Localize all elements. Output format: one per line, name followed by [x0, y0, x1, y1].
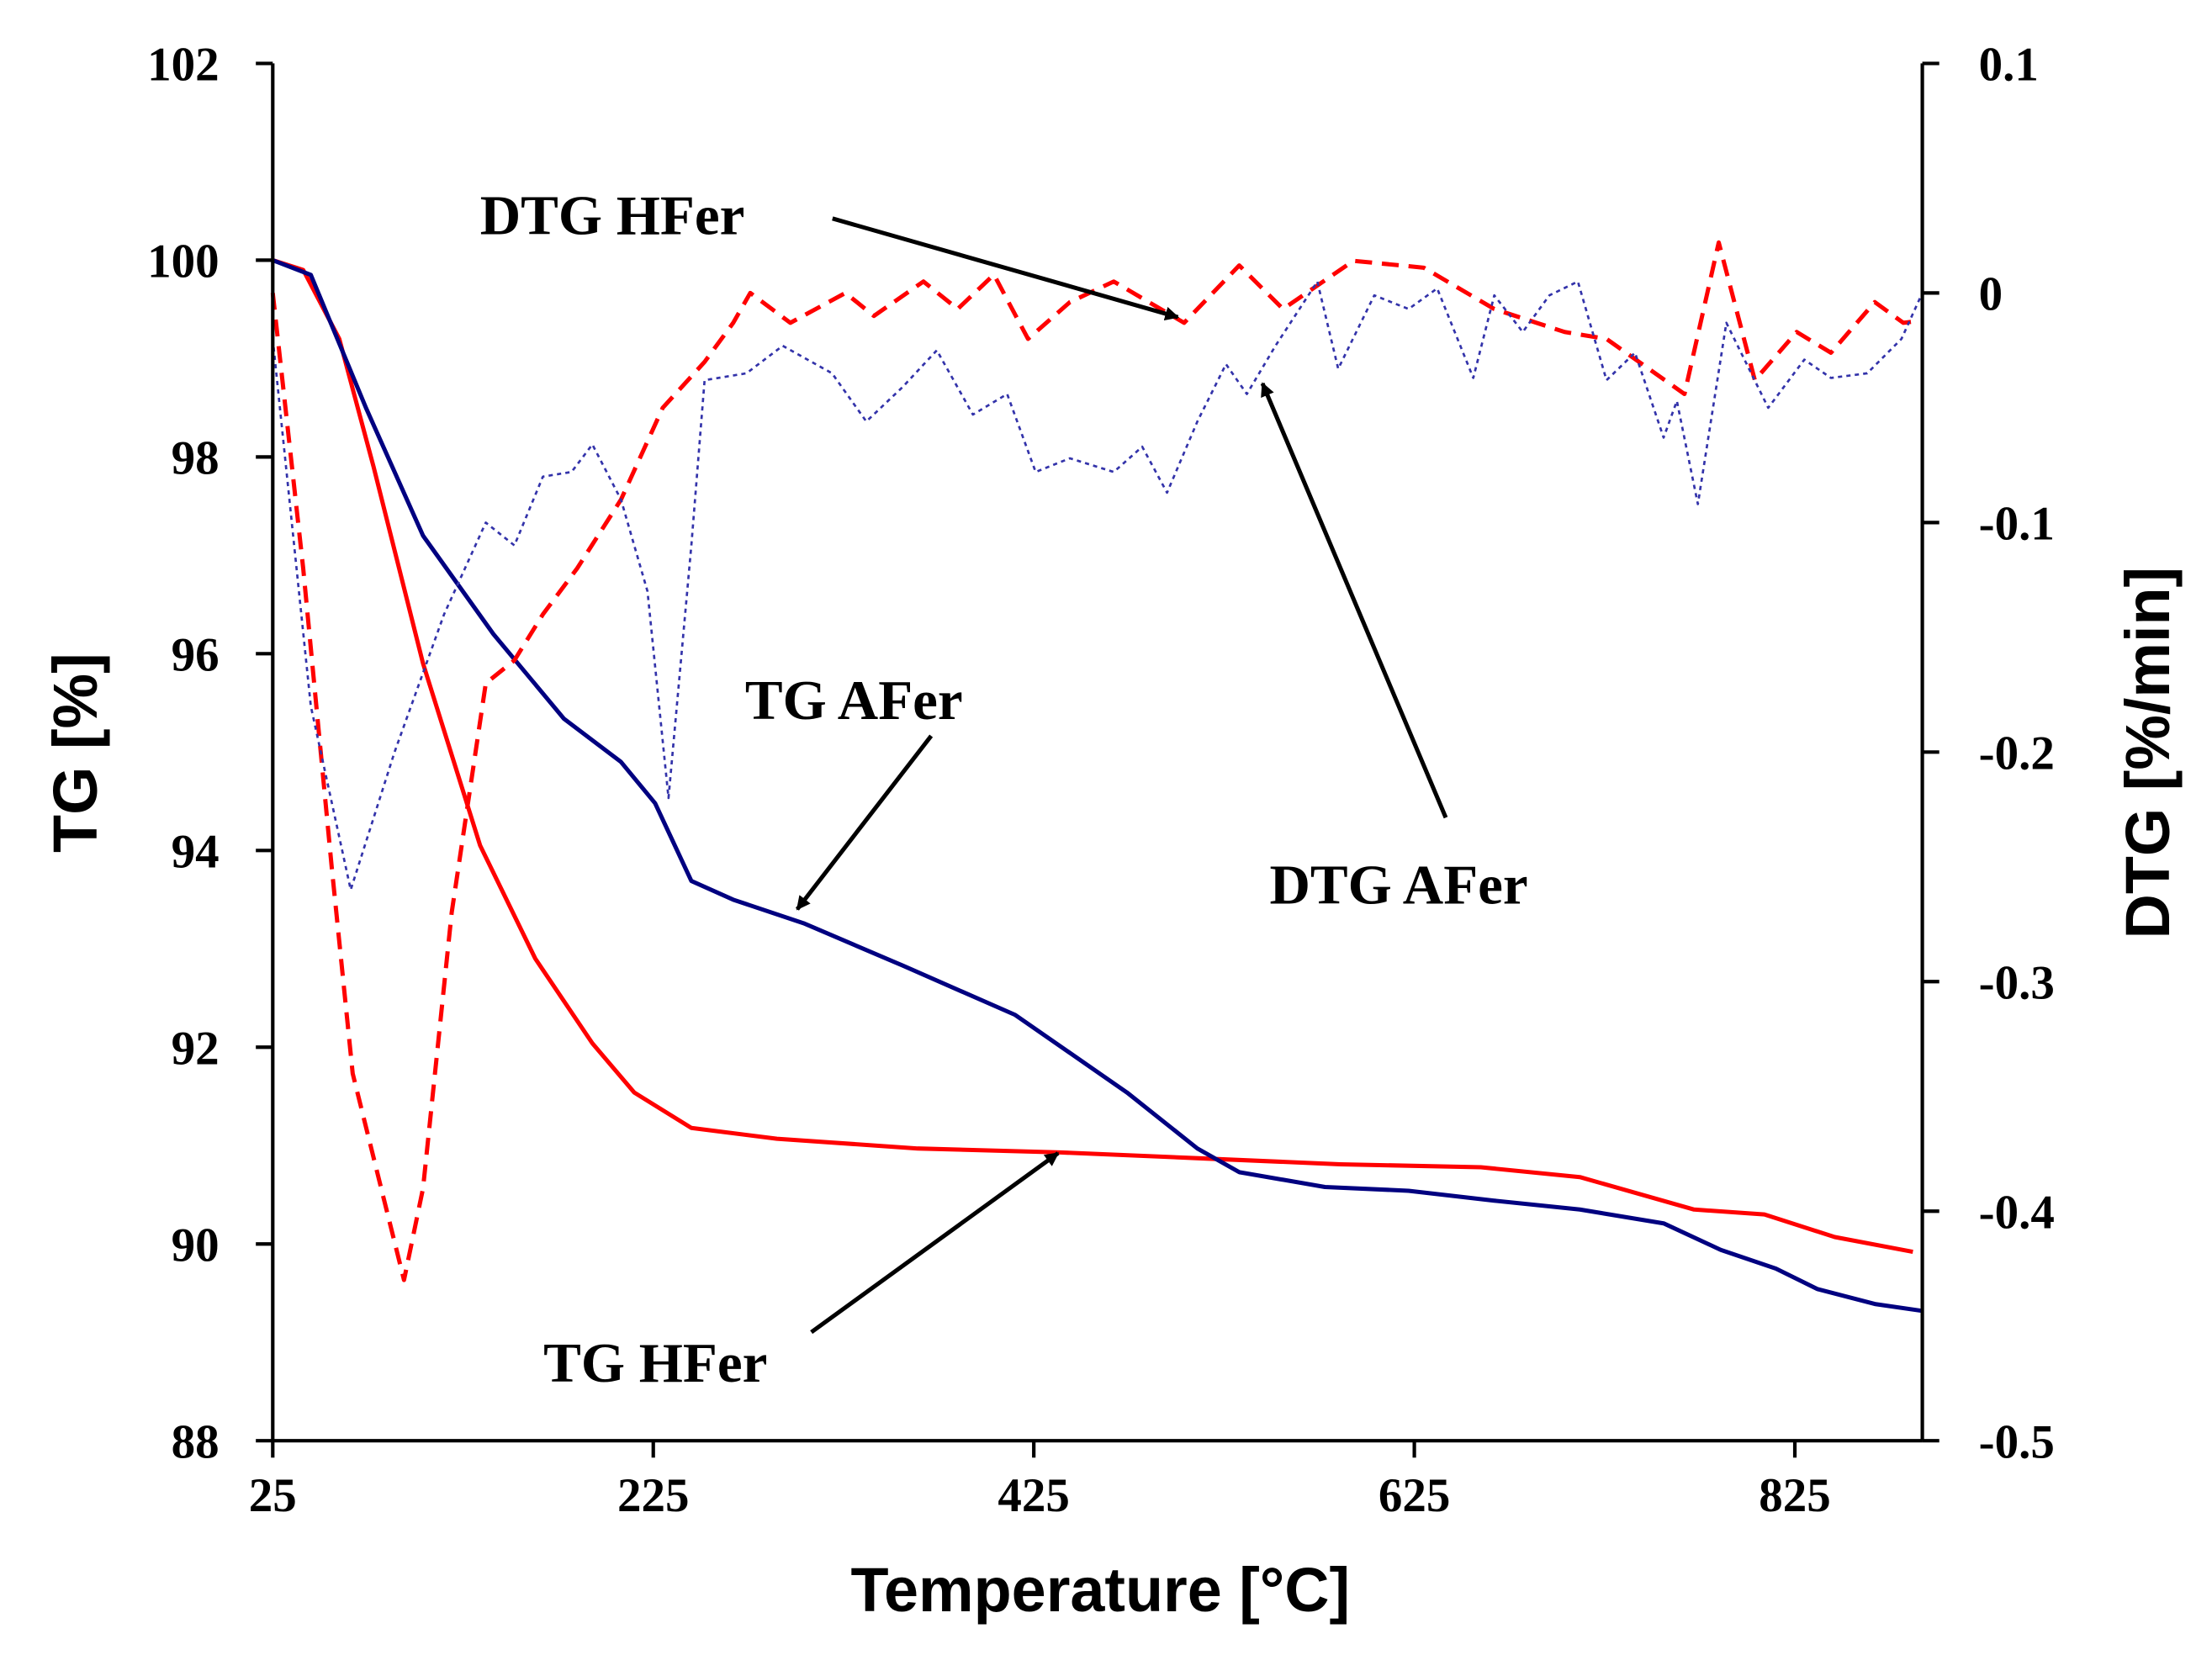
- x-tick-label: 25: [249, 1469, 297, 1522]
- axes-layer: 25 225 425 625 825 88 90 92 94 96 98 100 102 0.1 0 -0.1…: [147, 39, 2055, 1522]
- y-tick-label: 90: [172, 1219, 220, 1272]
- y-tick-label: 92: [172, 1022, 220, 1075]
- y2-tick-label: -0.4: [1979, 1186, 2055, 1239]
- y2-tick-label: -0.2: [1979, 727, 2055, 780]
- annotation-dtg-hfer: DTG HFer: [480, 183, 1180, 321]
- series-layer: [270, 240, 1924, 1314]
- x-tick-label: 625: [1379, 1469, 1450, 1522]
- y-tick-label: 102: [147, 39, 219, 92]
- annotation-tg-afer: TG AFer: [745, 669, 963, 911]
- y-tick-label: 96: [172, 628, 220, 681]
- y2-tick-label: -0.3: [1979, 956, 2055, 1009]
- y-tick-label: 98: [172, 431, 220, 484]
- x-tick-label: 825: [1759, 1469, 1830, 1522]
- annotation-arrow: [810, 1151, 1060, 1335]
- series-line-dtg-afer: [271, 280, 1924, 891]
- annotation-tg-hfer: TG HFer: [543, 1151, 1060, 1394]
- y2-tick-label: 0: [1979, 268, 2003, 321]
- annotation-label: TG HFer: [543, 1331, 767, 1394]
- x-tick-label: 425: [998, 1469, 1069, 1522]
- y-axis-title: TG [%]: [40, 653, 110, 853]
- y2-tick-label: 0.1: [1979, 39, 2039, 92]
- annotation-arrow: [832, 216, 1180, 321]
- series-line-tg-hfer: [272, 258, 1913, 1255]
- y-tick-label: 94: [172, 825, 220, 878]
- y2-tick-label: -0.5: [1979, 1415, 2055, 1468]
- annotation-label: DTG HFer: [480, 183, 745, 246]
- y2-axis-title: DTG [%/min]: [2113, 567, 2183, 939]
- x-tick-label: 225: [617, 1469, 689, 1522]
- y-tick-label: 88: [172, 1415, 220, 1468]
- annotation-arrow: [1260, 382, 1448, 819]
- annotation-label: TG AFer: [745, 669, 963, 732]
- annotation-label: DTG AFer: [1269, 854, 1527, 917]
- x-axis-title: Temperature [°C]: [850, 1555, 1350, 1625]
- series-line-dtg-hfer: [270, 240, 1923, 1282]
- y-tick-label: 100: [147, 235, 219, 288]
- series-line-tg-afer: [272, 258, 1923, 1314]
- y2-tick-label: -0.1: [1979, 497, 2055, 550]
- annotation-dtg-afer: DTG AFer: [1260, 382, 1528, 917]
- annotation-arrow: [795, 734, 934, 911]
